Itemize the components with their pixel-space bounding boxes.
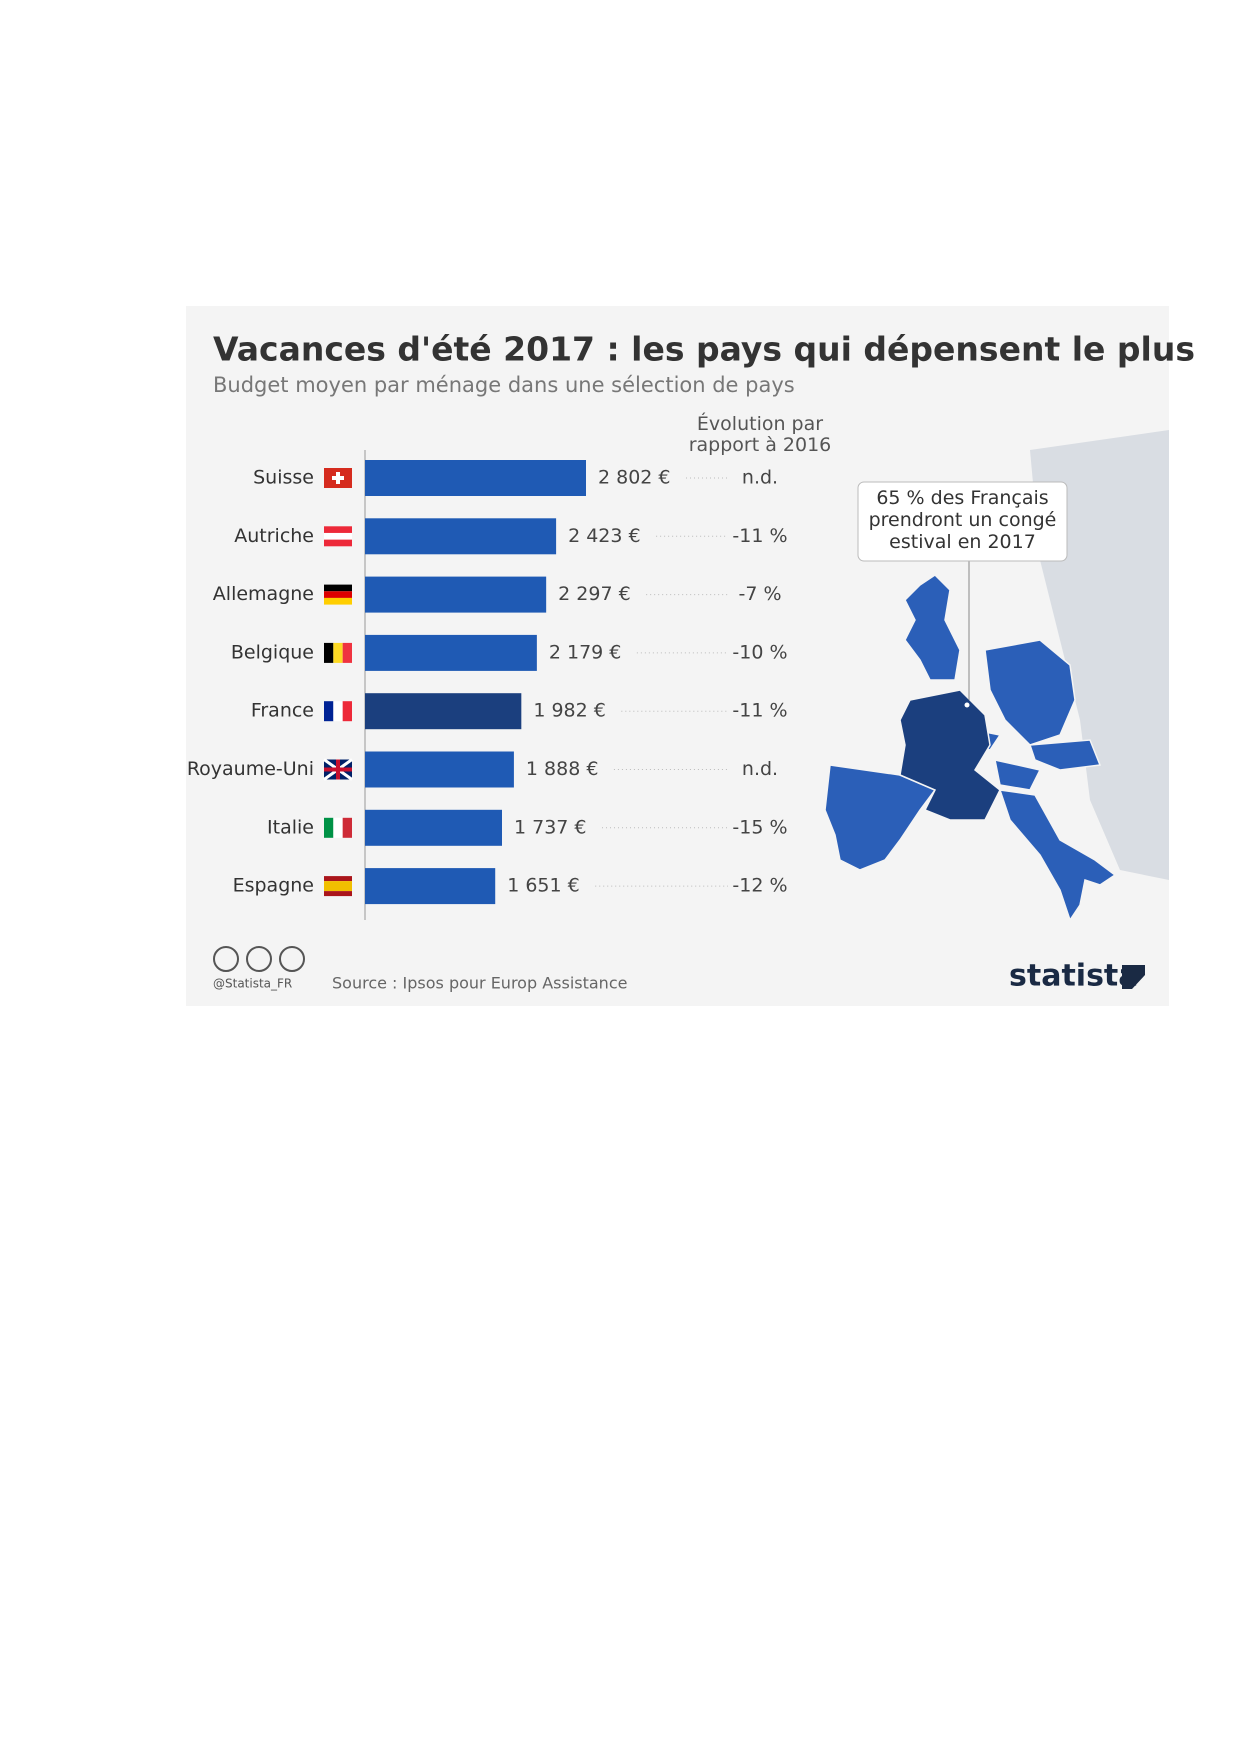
source: Source : Ipsos pour Europ Assistance bbox=[332, 974, 627, 993]
cc-icons bbox=[213, 946, 305, 972]
flag bbox=[324, 597, 352, 605]
flag bbox=[324, 891, 352, 897]
flag bbox=[324, 584, 352, 592]
evolution-label: n.d. bbox=[742, 467, 778, 489]
bar bbox=[365, 518, 557, 555]
chart-subtitle: Budget moyen par ménage dans une sélecti… bbox=[213, 373, 795, 397]
bar bbox=[365, 868, 496, 905]
evolution-label: -12 % bbox=[732, 875, 787, 897]
value-label: 1 982 € bbox=[533, 700, 606, 722]
value-label: 2 297 € bbox=[558, 583, 631, 605]
flag bbox=[324, 759, 352, 780]
flag bbox=[333, 817, 343, 838]
category-label: Italie bbox=[267, 816, 314, 838]
flag bbox=[324, 642, 334, 663]
category-label: Belgique bbox=[231, 641, 314, 663]
evolution-label: n.d. bbox=[742, 758, 778, 780]
evolution-title: Évolution par rapport à 2016 bbox=[688, 413, 832, 456]
flag bbox=[342, 817, 352, 838]
flag bbox=[333, 701, 343, 722]
category-label: Allemagne bbox=[213, 583, 314, 605]
category-label: Royaume-Uni bbox=[187, 758, 314, 780]
evolution-label: -10 % bbox=[732, 641, 787, 663]
flag bbox=[342, 701, 352, 722]
value-label: 2 802 € bbox=[598, 467, 671, 489]
bar bbox=[365, 693, 522, 730]
flag bbox=[342, 642, 352, 663]
bar bbox=[365, 460, 586, 496]
map-france bbox=[899, 689, 1001, 821]
flag bbox=[324, 539, 352, 547]
value-label: 1 651 € bbox=[507, 875, 580, 897]
annotation: 65 % des Français prendront un congé est… bbox=[868, 487, 1057, 553]
category-label: Suisse bbox=[253, 467, 314, 489]
flag bbox=[324, 526, 352, 533]
value-label: 1 888 € bbox=[526, 758, 599, 780]
flag bbox=[324, 701, 334, 722]
evolution-label: -7 % bbox=[738, 583, 781, 605]
category-label: Espagne bbox=[233, 875, 314, 897]
category-label: France bbox=[251, 700, 314, 722]
chart-title: Vacances d'été 2017 : les pays qui dépen… bbox=[213, 330, 1195, 369]
bar bbox=[365, 809, 503, 846]
flag bbox=[324, 591, 352, 598]
credit: @Statista_FR bbox=[213, 977, 292, 991]
flag bbox=[324, 881, 352, 892]
value-label: 2 179 € bbox=[549, 641, 622, 663]
flag bbox=[332, 476, 344, 480]
flag bbox=[324, 532, 352, 540]
evolution-label: -11 % bbox=[732, 525, 787, 547]
brand-logo: statista bbox=[1009, 959, 1139, 994]
bar bbox=[365, 576, 547, 613]
paris-dot bbox=[964, 702, 970, 708]
evolution-label: -15 % bbox=[732, 816, 787, 838]
flag bbox=[333, 642, 343, 663]
value-label: 2 423 € bbox=[568, 525, 641, 547]
flag bbox=[324, 876, 352, 882]
bar bbox=[365, 634, 537, 671]
annotation-box bbox=[857, 481, 1068, 562]
category-label: Autriche bbox=[234, 525, 314, 547]
evolution-label: -11 % bbox=[732, 700, 787, 722]
flag bbox=[324, 817, 334, 838]
brand-mark bbox=[1122, 965, 1145, 989]
map bbox=[824, 574, 1117, 922]
value-label: 1 737 € bbox=[514, 816, 587, 838]
bar bbox=[365, 751, 514, 788]
